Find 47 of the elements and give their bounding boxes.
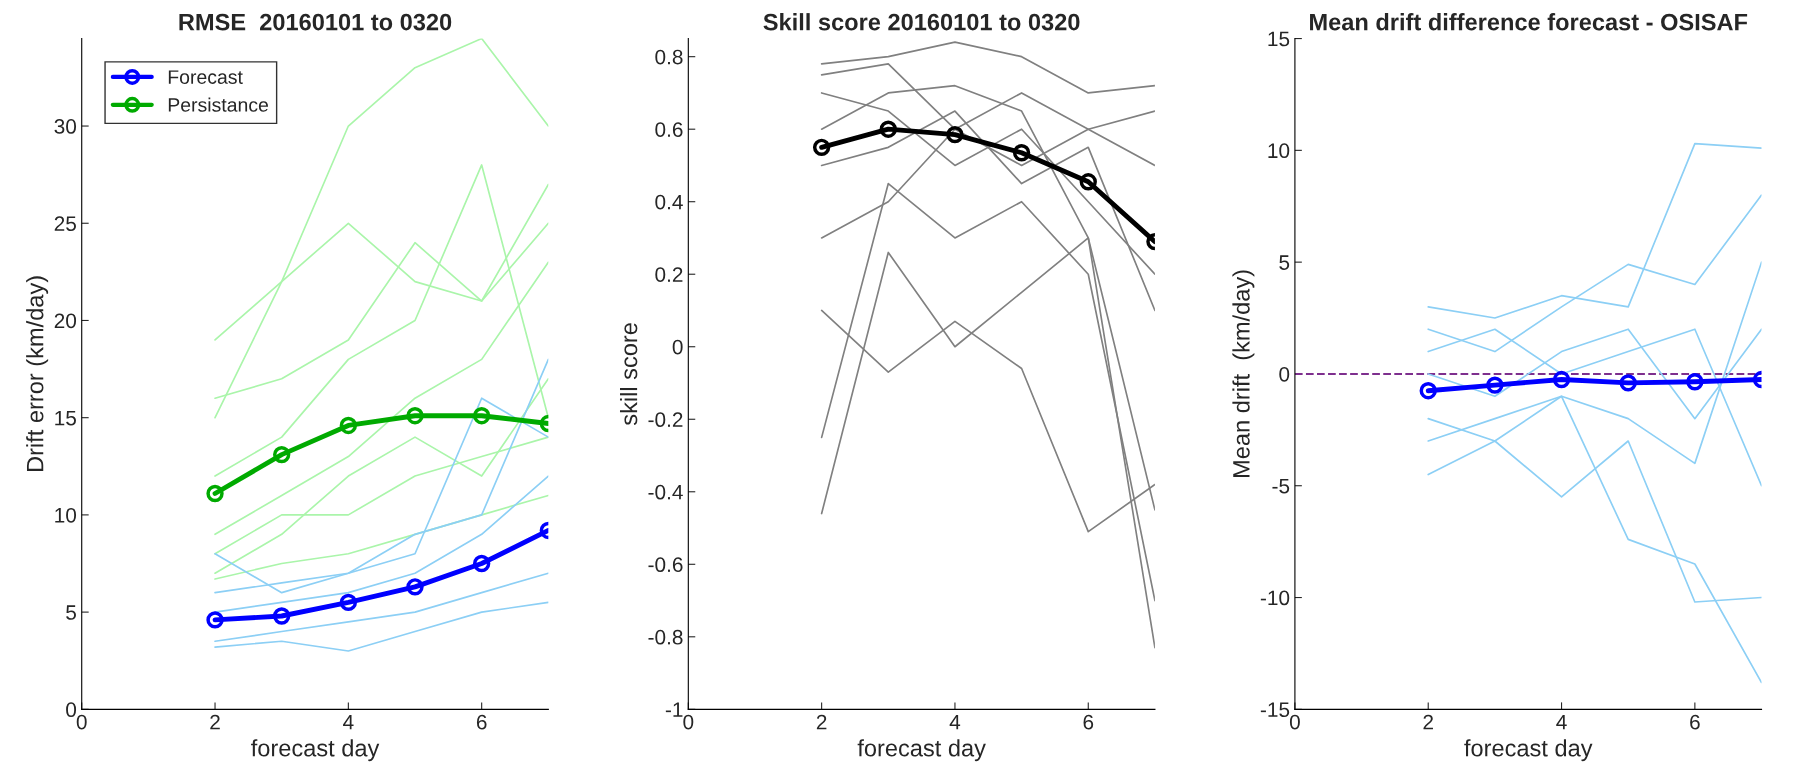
x-tick-label: 0 [76, 714, 87, 730]
y-tick-label: 0 [672, 339, 683, 355]
y-tick-label: 10 [1268, 143, 1290, 159]
y-axis-title: Mean drift (km/day) [1232, 270, 1255, 477]
y-tick-label: 20 [54, 313, 77, 329]
chart-title: Mean drift difference forecast - OSISAF [1310, 13, 1748, 31]
y-tick-label: 5 [1279, 255, 1290, 270]
y-tick-label: -0.6 [648, 557, 683, 573]
y-tick-label: 0.8 [655, 49, 683, 65]
y-tick-label: 0.6 [655, 122, 683, 137]
y-tick-label: -10 [1260, 590, 1290, 606]
y-tick-label: 30 [54, 119, 77, 134]
x-tick-label: 4 [949, 714, 961, 730]
y-tick-label: -0.8 [648, 629, 683, 645]
y-tick-label: -1 [665, 702, 683, 717]
chart-title: Skill score 20160101 to 0320 [763, 13, 1080, 31]
chart-title: RMSE 20160101 to 0320 [179, 13, 452, 31]
legend-label: Persistance [168, 97, 268, 112]
y-tick-label: 10 [55, 507, 77, 523]
y-tick-label: -15 [1260, 702, 1290, 718]
y-tick-label: -0.2 [648, 412, 683, 428]
y-tick-label: 25 [54, 216, 76, 232]
y-axis-title: Drift error (km/day) [26, 276, 49, 472]
x-tick-label: 6 [1690, 714, 1700, 730]
y-tick-label: 0 [66, 702, 77, 718]
x-tick-label: 4 [343, 714, 354, 730]
x-tick-label: 2 [1423, 714, 1433, 730]
x-axis-title: forecast day [251, 739, 380, 762]
y-tick-label: 0.4 [655, 194, 683, 210]
x-tick-label: 0 [1289, 714, 1300, 730]
y-tick-label: 0 [1279, 366, 1290, 382]
y-tick-label: -0.4 [648, 484, 683, 500]
x-tick-label: 6 [1083, 714, 1094, 730]
y-tick-label: -5 [1272, 478, 1290, 494]
y-tick-label: 5 [66, 605, 76, 620]
x-axis-title: forecast day [857, 739, 986, 762]
x-tick-label: 4 [1556, 714, 1567, 730]
x-axis-title: forecast day [1464, 739, 1593, 762]
legend-label: Forecast [168, 70, 243, 84]
y-axis-title: skill score [619, 323, 638, 426]
x-tick-label: 2 [210, 714, 220, 730]
x-tick-label: 0 [683, 714, 694, 730]
y-tick-label: 15 [55, 410, 76, 426]
y-tick-label: 15 [1268, 31, 1290, 47]
x-tick-label: 6 [476, 714, 487, 730]
x-tick-label: 2 [816, 714, 827, 730]
y-tick-label: 0.2 [655, 267, 683, 282]
